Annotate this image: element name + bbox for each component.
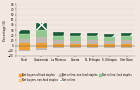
Bar: [53, 44, 64, 46]
Bar: [53, 40, 64, 44]
Bar: [36, 37, 47, 43]
Bar: [121, 46, 132, 47]
Bar: [53, 47, 64, 48]
Bar: [87, 46, 98, 47]
Bar: [19, 34, 30, 39]
Bar: [19, 30, 30, 34]
Bar: [87, 36, 98, 40]
Bar: [87, 44, 98, 46]
Bar: [36, 30, 47, 37]
Bar: [87, 33, 98, 36]
Bar: [104, 47, 115, 48]
Bar: [19, 46, 30, 50]
Bar: [19, 50, 30, 51]
Bar: [70, 41, 81, 44]
Bar: [70, 46, 81, 47]
Bar: [53, 46, 64, 47]
Bar: [36, 23, 47, 30]
Bar: [121, 47, 132, 48]
Bar: [53, 32, 64, 36]
Legend: Net buyers of food staples, Net buyers, non-food staples, Net sellers, non-food : Net buyers of food staples, Net buyers, …: [19, 73, 132, 82]
Bar: [104, 34, 115, 37]
Bar: [121, 44, 132, 46]
Bar: [121, 33, 132, 36]
Bar: [70, 33, 81, 36]
Bar: [36, 43, 47, 46]
Bar: [53, 36, 64, 40]
Bar: [36, 46, 47, 48]
Bar: [104, 37, 115, 41]
Bar: [70, 36, 81, 41]
Bar: [104, 46, 115, 47]
Bar: [19, 43, 30, 46]
Bar: [104, 44, 115, 46]
Bar: [87, 47, 98, 48]
Bar: [121, 36, 132, 40]
Bar: [70, 44, 81, 46]
Bar: [121, 40, 132, 44]
Bar: [70, 47, 81, 48]
Y-axis label: Percentage (%): Percentage (%): [3, 19, 7, 41]
Bar: [19, 39, 30, 43]
Bar: [36, 48, 47, 50]
Bar: [87, 40, 98, 44]
Bar: [104, 41, 115, 44]
